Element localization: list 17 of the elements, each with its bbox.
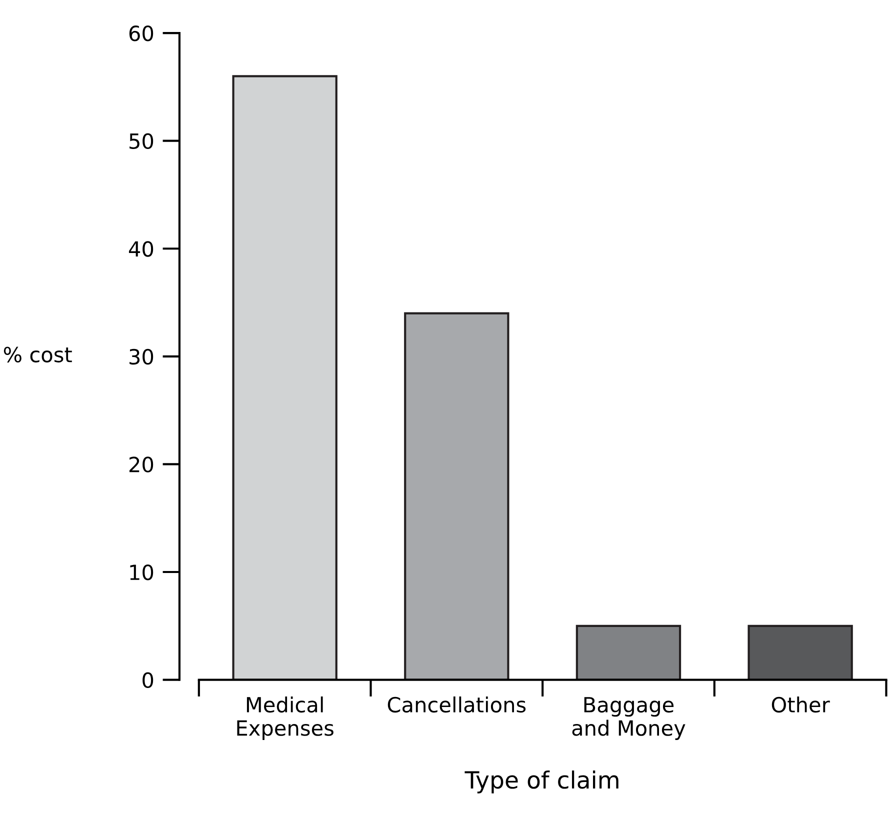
bar	[748, 624, 853, 680]
x-tick-label: Cancellations	[388, 696, 526, 713]
y-tick-label: 60	[129, 25, 154, 42]
bar	[576, 624, 682, 680]
y-axis-title: % cost	[4, 346, 72, 362]
x-tick-label: Other	[772, 696, 830, 713]
y-tick-label: 30	[130, 348, 154, 365]
x-tick-label: Medical Expenses	[237, 696, 334, 740]
bar	[232, 75, 338, 680]
y-tick-label: 20	[129, 456, 154, 472]
x-tick-label: Baggage and Money	[572, 697, 686, 740]
y-tick-label: 10	[130, 564, 154, 580]
y-tick-label: 50	[130, 133, 154, 150]
y-tick-label: 40	[128, 241, 154, 257]
y-tick-label: 0	[142, 672, 154, 688]
bar	[404, 312, 510, 680]
x-axis-title: Type of claim	[464, 770, 618, 794]
